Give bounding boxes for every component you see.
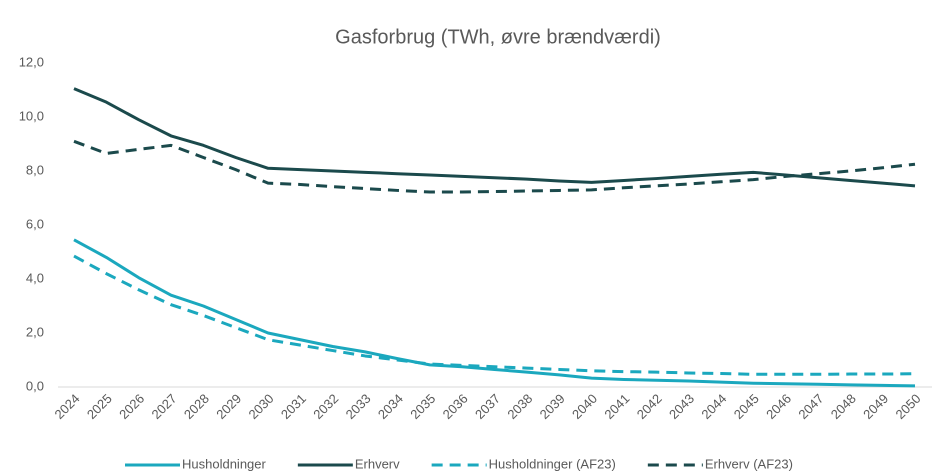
x-tick-label: 2041 [601,391,632,422]
x-tick-label: 2043 [666,391,697,422]
x-tick-label: 2048 [828,391,859,422]
x-tick-label: 2030 [246,391,277,422]
chart-title: Gasforbrug (TWh, øvre brændværdi) [335,26,661,48]
legend-label: Husholdninger (AF23) [489,456,616,471]
x-tick-label: 2025 [84,391,115,422]
x-tick-label: 2034 [375,391,406,422]
x-tick-label: 2047 [795,391,826,422]
x-tick-label: 2032 [310,391,341,422]
x-tick-label: 2031 [278,391,309,422]
legend-label: Husholdninger [182,456,267,471]
y-tick-label: 12,0 [19,54,44,69]
x-tick-label: 2038 [504,391,535,422]
y-tick-label: 0,0 [26,378,44,393]
series-line [73,254,916,376]
x-tick-label: 2026 [116,391,147,422]
x-tick-label: 2035 [407,391,438,422]
x-tick-label: 2050 [892,391,923,422]
x-tick-label: 2036 [440,391,471,422]
y-tick-label: 6,0 [26,216,44,231]
x-tick-label: 2024 [51,391,82,422]
x-tick-label: 2028 [181,391,212,422]
x-tick-label: 2045 [731,391,762,422]
x-tick-label: 2037 [472,391,503,422]
x-tick-label: 2044 [698,391,729,422]
x-tick-label: 2029 [213,391,244,422]
x-tick-label: 2042 [634,391,665,422]
series-line [73,139,916,194]
x-tick-label: 2040 [569,391,600,422]
x-tick-label: 2049 [860,391,891,422]
legend-label: Erhverv (AF23) [705,456,793,471]
x-tick-label: 2033 [343,391,374,422]
series-line [73,87,916,188]
legend-label: Erhverv [355,456,400,471]
y-tick-label: 10,0 [19,108,44,123]
x-tick-label: 2046 [763,391,794,422]
series-line [73,238,916,388]
y-tick-label: 2,0 [26,324,44,339]
x-tick-label: 2027 [149,391,180,422]
y-tick-label: 4,0 [26,270,44,285]
x-tick-label: 2039 [537,391,568,422]
y-tick-label: 8,0 [26,162,44,177]
